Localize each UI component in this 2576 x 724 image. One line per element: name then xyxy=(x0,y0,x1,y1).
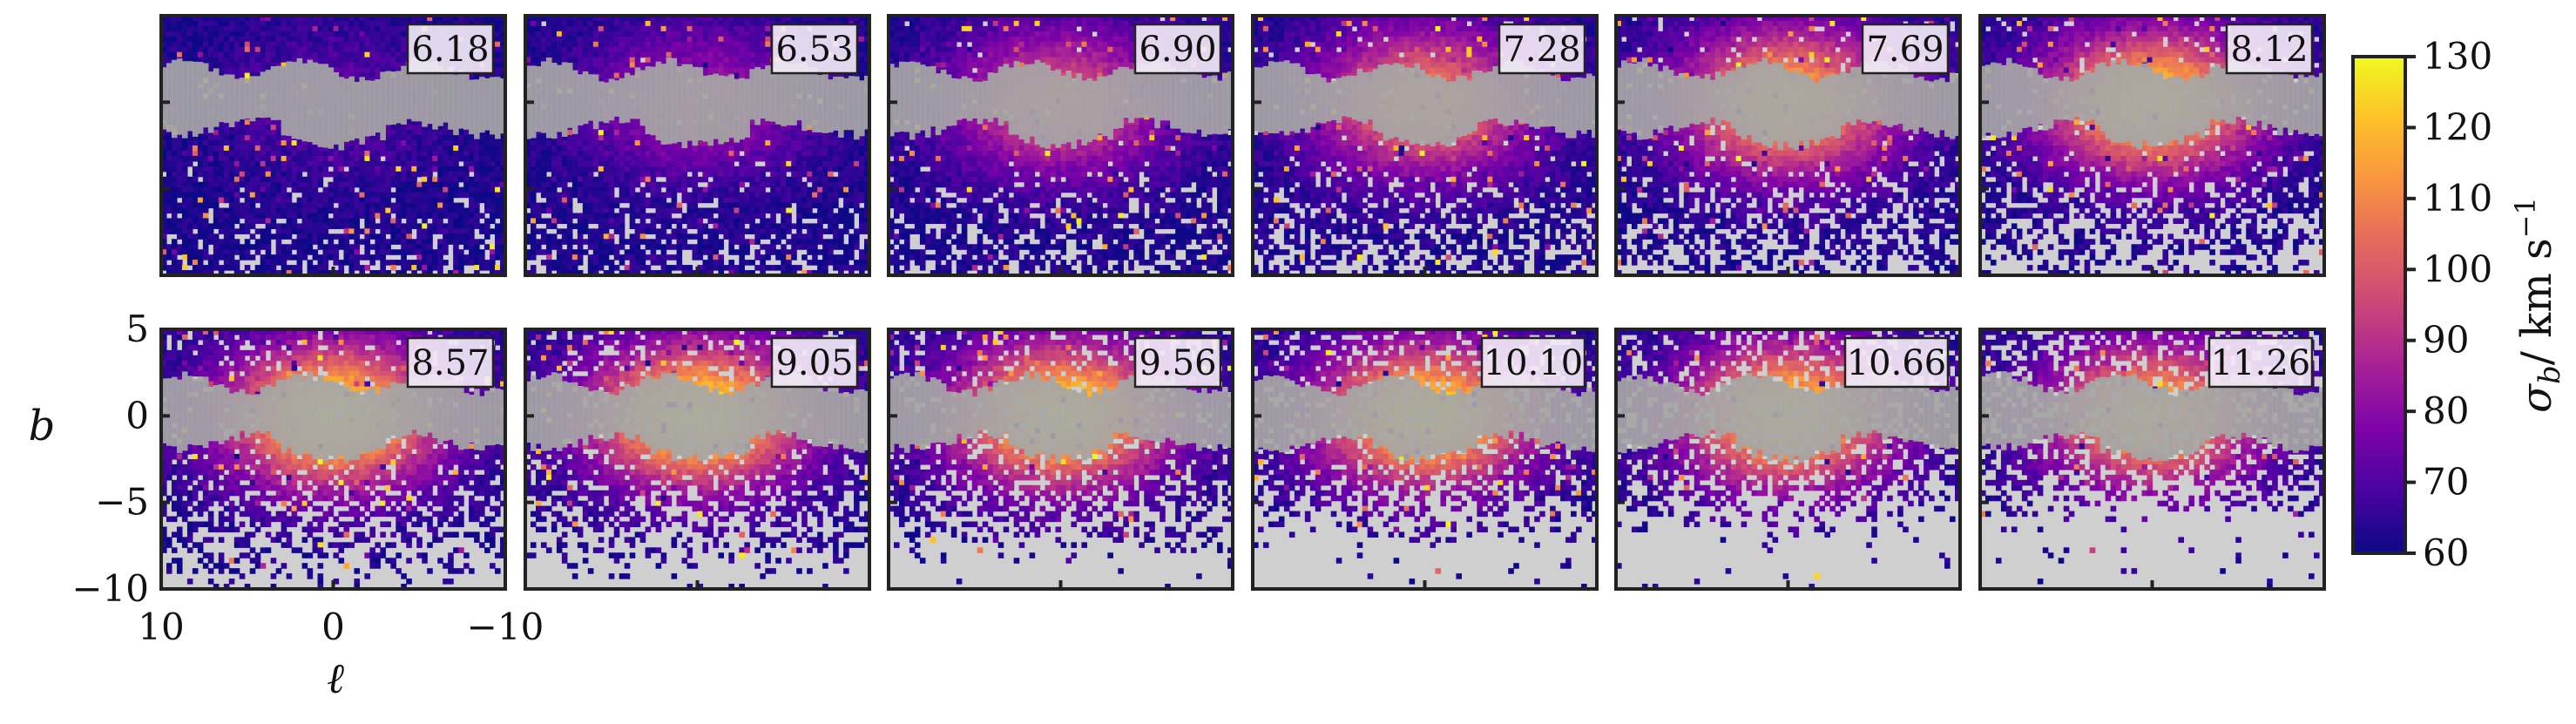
colorbar-tick-label: 60 xyxy=(2423,531,2469,574)
panel-label-box xyxy=(1843,336,1950,389)
colorbar-label-sup: −1 xyxy=(2509,197,2542,238)
masked-plane-band xyxy=(525,371,869,462)
heatmap-panel: 6.53 xyxy=(524,14,871,277)
masked-plane-band xyxy=(889,58,1233,150)
colorbar-tick-label: 70 xyxy=(2423,461,2469,504)
panels-grid: 6.18 6.53 6.90 7.28 7.69 8.12 8.57 10 0 −10 5 0 −5 −1… xyxy=(71,14,2326,648)
panel-label-box xyxy=(1133,336,1222,389)
heatmap-panel: 7.69 xyxy=(1614,14,1962,277)
heatmap-panel: 8.12 xyxy=(1978,14,2326,277)
y-tick-label: 5 xyxy=(125,308,149,350)
colorbar-ticks: 130 120 110 100 90 80 70 60 xyxy=(2405,35,2492,574)
panel-label-box xyxy=(1861,23,1950,75)
masked-plane-band xyxy=(889,371,1233,463)
panel-label-box xyxy=(406,23,495,75)
heatmap-panel: 6.18 xyxy=(159,14,507,277)
colorbar-tick-label: 130 xyxy=(2423,35,2492,78)
heatmap-panel: 11.26 xyxy=(1978,328,2326,591)
panel-label-box xyxy=(2225,23,2314,75)
panel-label: 8.12 xyxy=(2230,30,2308,70)
panel-label-box xyxy=(770,23,859,75)
masked-plane-band xyxy=(161,371,505,462)
panel-label-box xyxy=(1480,336,1586,389)
y-axis-label: b xyxy=(29,402,56,450)
panel-label: 6.53 xyxy=(775,30,853,70)
masked-plane-band xyxy=(1616,58,1960,151)
heatmap-cells xyxy=(161,329,505,589)
panel-label-box xyxy=(1498,23,1586,75)
y-tick-label: 0 xyxy=(125,394,149,436)
masked-plane-band xyxy=(525,58,869,149)
heatmap-panel: 8.57 10 0 −10 5 0 −5 −10 xyxy=(71,308,544,648)
panel-label-box xyxy=(2208,336,2314,389)
y-tick-label: −5 xyxy=(95,481,149,524)
panel-label: 10.66 xyxy=(1847,343,1947,383)
x-tick-label: 0 xyxy=(321,606,345,648)
heatmap-panel: 10.10 xyxy=(1251,328,1599,591)
colorbar-tick-label: 80 xyxy=(2423,389,2469,432)
heatmap-cells xyxy=(525,16,869,275)
heatmap-cells xyxy=(1253,16,1597,275)
colorbar-gradient xyxy=(2353,57,2405,553)
heatmap-panel: 9.56 xyxy=(887,328,1234,591)
heatmap-panel: 9.05 xyxy=(524,328,871,591)
panel-label: 11.26 xyxy=(2211,343,2311,383)
masked-plane-band xyxy=(1253,371,1597,463)
panel-label: 8.57 xyxy=(411,343,489,383)
colorbar-label-unit: / km s xyxy=(2512,238,2561,365)
colorbar-tick-label: 120 xyxy=(2423,105,2492,148)
panel-label: 6.90 xyxy=(1139,30,1216,70)
panel-label: 9.56 xyxy=(1139,343,1216,383)
masked-plane-band xyxy=(1253,58,1597,147)
colorbar-tick-label: 110 xyxy=(2423,177,2492,220)
masked-plane-band xyxy=(1616,372,1960,464)
y-tick-label: −10 xyxy=(71,567,149,610)
heatmap-panel: 7.28 xyxy=(1251,14,1599,277)
colorbar-label-symbol: σ xyxy=(2512,383,2561,413)
panel-label: 7.28 xyxy=(1503,30,1580,70)
colorbar-tick-label: 100 xyxy=(2423,247,2492,290)
panel-label-box xyxy=(770,336,859,389)
x-tick-label: 10 xyxy=(138,606,184,648)
colorbar-label-sub: b xyxy=(2532,365,2567,384)
masked-plane-band xyxy=(1980,58,2324,150)
colorbar-frame xyxy=(2351,55,2407,555)
panel-label: 9.05 xyxy=(775,343,853,383)
panel-label-box xyxy=(1133,23,1222,75)
x-axis-label: ℓ xyxy=(327,654,344,703)
heatmap-cells xyxy=(1616,16,1960,275)
colorbar: 130 120 110 100 90 80 70 60 σb/ km s−1 xyxy=(2351,35,2567,574)
colorbar-label: σb/ km s−1 xyxy=(2509,197,2567,413)
panel-label: 10.10 xyxy=(1484,343,1584,383)
panel-label-box xyxy=(406,336,495,389)
heatmap-panel: 10.66 xyxy=(1614,328,1962,591)
colorbar-tick-label: 90 xyxy=(2423,319,2469,362)
panel-label: 7.69 xyxy=(1866,30,1944,70)
masked-plane-band xyxy=(1980,371,2324,462)
heatmap-cells xyxy=(1253,329,1597,589)
x-tick-label: −10 xyxy=(467,606,544,648)
masked-plane-band xyxy=(161,58,505,151)
panel-label: 6.18 xyxy=(411,30,489,70)
heatmap-panel: 6.90 xyxy=(887,14,1234,277)
